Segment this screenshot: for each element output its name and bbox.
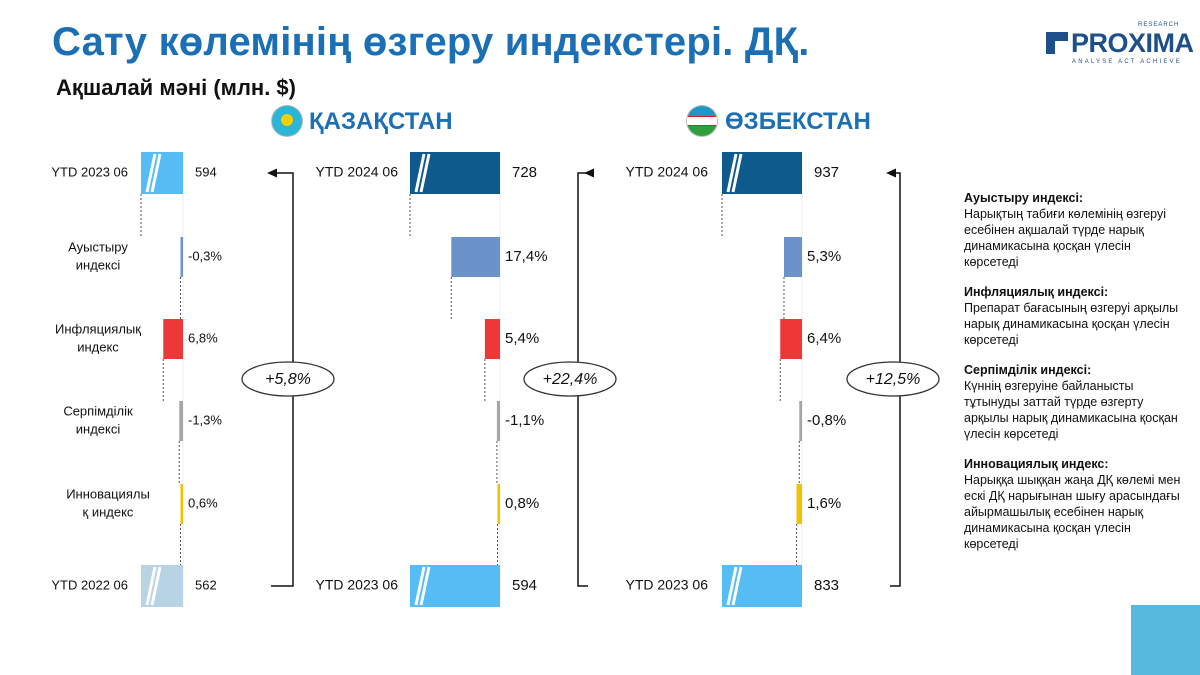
arrow-head-icon [584, 168, 594, 178]
change-ellipse [523, 361, 617, 397]
change-label: +22,4% [543, 371, 598, 388]
axis-break-mark [419, 566, 431, 606]
page-subtitle: Ақшалай мәні (млн. $) [56, 75, 296, 100]
corner-decoration [1131, 605, 1200, 675]
data-label: 594 [195, 164, 217, 179]
change-ellipse [846, 361, 940, 397]
category-label: Инфляциялық [55, 321, 141, 336]
axis-break-mark [145, 566, 157, 606]
data-label: 0,8% [505, 495, 539, 512]
legend-item-inflation: Инфляциялық индексі: Препарат бағасының … [964, 284, 1184, 348]
uzbekistan-flag-icon [687, 106, 717, 136]
data-label: -1,3% [188, 412, 222, 427]
bar-index [796, 484, 802, 524]
bar-index [451, 237, 500, 277]
axis-break-mark [731, 566, 743, 606]
axis-break-mark [419, 153, 431, 193]
bar-index [163, 319, 183, 359]
bar-index [180, 484, 183, 524]
category-label: YTD 2022 06 [51, 577, 128, 592]
proxima-logo: PROXIMA RESEARCH ANALYSE ACT ACHIEVE [1046, 22, 1194, 66]
category-label: индексі [76, 257, 121, 272]
category-label: YTD 2024 06 [626, 164, 709, 180]
kazakhstan-flag-icon [272, 106, 302, 136]
bar-index [179, 401, 183, 441]
legend-text: Күннің өзгеруіне байланысты тұтынуды зат… [964, 379, 1178, 441]
data-label: 6,8% [188, 330, 218, 345]
data-label: 17,4% [505, 248, 548, 265]
legend-text: Нарыққа шыққан жаңа ДҚ көлемі мен ескі Д… [964, 473, 1181, 551]
bar-index [783, 237, 802, 277]
logo-word: PROXIMA [1071, 28, 1194, 58]
category-label: YTD 2023 06 [51, 164, 128, 179]
category-label: Серпімділік [63, 403, 133, 418]
legend-item-innovation: Инновациялық индекс: Нарыққа шыққан жаңа… [964, 456, 1184, 552]
data-label: 5,3% [807, 248, 841, 265]
page-title: Сату көлемінің өзгеру индекстері. ДҚ. [52, 20, 810, 64]
change-ellipse [241, 361, 335, 397]
data-label: 5,4% [505, 330, 539, 347]
legend-title: Инновациялық индекс: [964, 457, 1109, 471]
country-title-uzbekistan: ӨЗБЕКСТАН [725, 108, 871, 135]
change-label: +5,8% [265, 371, 311, 388]
logo-tagline: ANALYSE ACT ACHIEVE [1072, 59, 1182, 65]
bar-index [496, 401, 500, 441]
axis-break-mark [150, 153, 162, 193]
data-label: 0,6% [188, 495, 218, 510]
axis-break-mark [726, 566, 738, 606]
axis-break-mark [145, 153, 157, 193]
axis-break-mark [414, 153, 426, 193]
logo-research: RESEARCH [1138, 22, 1180, 28]
category-label: индекс [77, 339, 119, 354]
logo-square-icon [1046, 32, 1068, 54]
bar-index [497, 484, 500, 524]
data-label: 937 [814, 164, 839, 181]
legend-title: Ауыстыру индексі: [964, 191, 1084, 205]
index-legend: Ауыстыру индексі: Нарықтың табиғи көлемі… [964, 190, 1184, 566]
data-label: 594 [512, 577, 537, 594]
data-label: 6,4% [807, 330, 841, 347]
category-label: YTD 2023 06 [626, 577, 709, 593]
axis-break-mark [414, 566, 426, 606]
axis-break-mark [731, 153, 743, 193]
category-label: Инновациялы [66, 486, 150, 501]
category-label: YTD 2023 06 [316, 577, 399, 593]
category-label: индексі [76, 421, 121, 436]
data-label: 562 [195, 577, 217, 592]
data-label: 833 [814, 577, 839, 594]
legend-text: Препарат бағасының өзгеруі арқылы нарық … [964, 301, 1179, 347]
category-label: YTD 2024 06 [316, 164, 399, 180]
axis-break-mark [726, 153, 738, 193]
arrow-head-icon [886, 168, 896, 178]
data-label: -1,1% [505, 412, 544, 429]
country-title-kazakhstan: ҚАЗАҚСТАН [309, 108, 453, 135]
arrow-head-icon [267, 168, 277, 178]
category-label: Ауыстыру [68, 239, 128, 254]
bar-index [780, 319, 802, 359]
legend-title: Инфляциялық индексі: [964, 285, 1109, 299]
bar-index [180, 237, 183, 277]
bar-index [799, 401, 802, 441]
legend-text: Нарықтың табиғи көлемінің өзгеруі есебін… [964, 207, 1167, 269]
data-label: 728 [512, 164, 537, 181]
category-label: қ индекс [83, 504, 134, 519]
axis-break-mark [150, 566, 162, 606]
data-label: -0,3% [188, 248, 222, 263]
legend-item-switch: Ауыстыру индексі: Нарықтың табиғи көлемі… [964, 190, 1184, 270]
legend-title: Серпімділік индексі: [964, 363, 1092, 377]
data-label: 1,6% [807, 495, 841, 512]
data-label: -0,8% [807, 412, 846, 429]
legend-item-elasticity: Серпімділік индексі: Күннің өзгеруіне ба… [964, 362, 1184, 442]
change-label: +12,5% [866, 371, 921, 388]
bar-index [484, 319, 500, 359]
